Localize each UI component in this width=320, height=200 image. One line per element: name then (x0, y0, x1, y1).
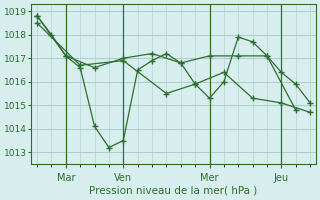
X-axis label: Pression niveau de la mer( hPa ): Pression niveau de la mer( hPa ) (90, 186, 258, 196)
